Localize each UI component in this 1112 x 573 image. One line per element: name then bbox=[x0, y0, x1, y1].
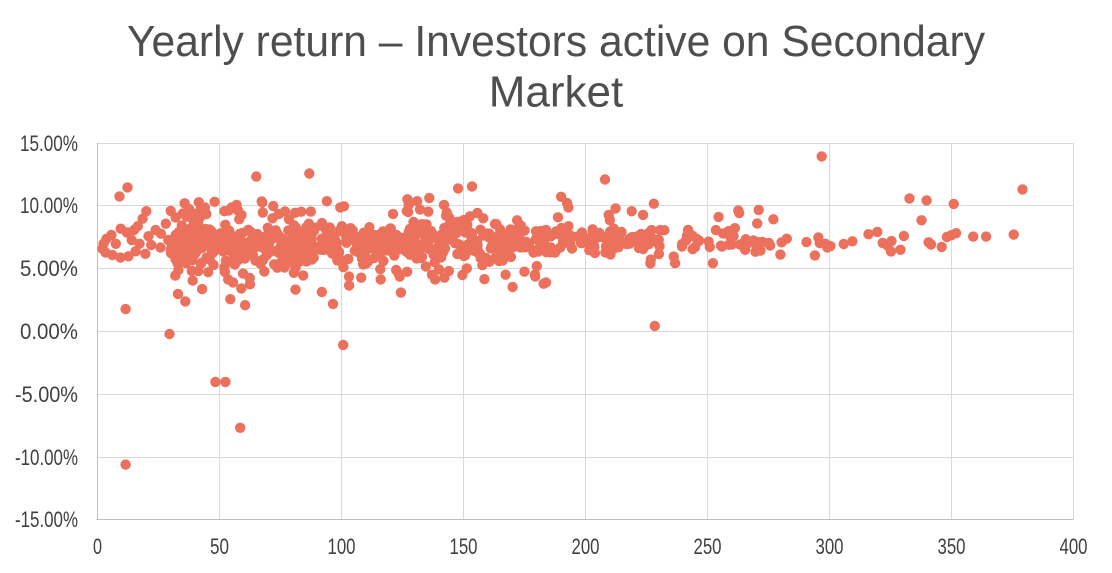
svg-text:Market: Market bbox=[489, 67, 623, 116]
svg-text:-10.00%: -10.00% bbox=[15, 445, 78, 470]
svg-text:5.00%: 5.00% bbox=[20, 256, 78, 281]
svg-text:250: 250 bbox=[694, 534, 722, 559]
svg-text:-15.00%: -15.00% bbox=[15, 507, 78, 532]
svg-text:Yearly return – Investors acti: Yearly return – Investors active on Seco… bbox=[127, 17, 985, 66]
svg-text:-5.00%: -5.00% bbox=[15, 382, 78, 407]
svg-text:400: 400 bbox=[1060, 534, 1088, 559]
svg-text:100: 100 bbox=[328, 534, 356, 559]
svg-text:0: 0 bbox=[93, 534, 102, 559]
svg-text:0.00%: 0.00% bbox=[20, 319, 78, 344]
svg-text:50: 50 bbox=[210, 534, 229, 559]
svg-text:150: 150 bbox=[450, 534, 478, 559]
svg-text:15.00%: 15.00% bbox=[20, 131, 78, 156]
svg-text:10.00%: 10.00% bbox=[20, 193, 78, 218]
svg-text:200: 200 bbox=[572, 534, 600, 559]
svg-text:300: 300 bbox=[816, 534, 844, 559]
svg-text:350: 350 bbox=[938, 534, 966, 559]
